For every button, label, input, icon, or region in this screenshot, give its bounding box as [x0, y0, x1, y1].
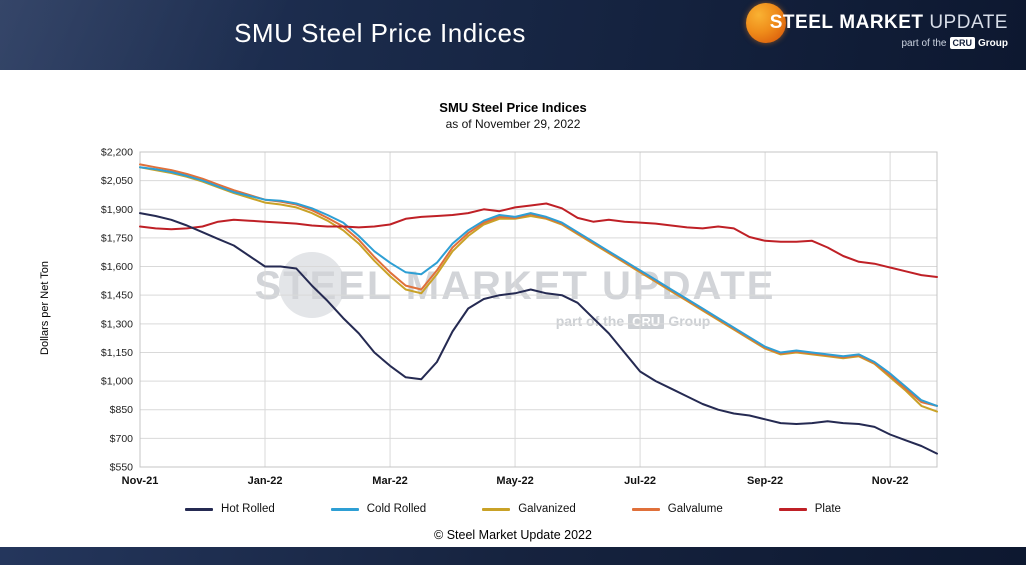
- legend-swatch-icon: [330, 507, 359, 511]
- svg-text:$1,000: $1,000: [101, 376, 133, 388]
- svg-text:Sep-22: Sep-22: [747, 475, 783, 487]
- svg-text:$1,750: $1,750: [101, 232, 133, 244]
- footer-bar: [0, 547, 1026, 565]
- legend-item-galvanized: Galvanized: [482, 503, 576, 515]
- legend-item-cold-rolled: Cold Rolled: [330, 503, 427, 515]
- svg-text:$1,300: $1,300: [101, 318, 133, 330]
- svg-text:$1,150: $1,150: [101, 347, 133, 359]
- chart-title: SMU Steel Price Indices: [439, 100, 587, 115]
- header-bar: SMU Steel Price Indices STEEL MARKET UPD…: [0, 0, 1026, 70]
- legend-label: Cold Rolled: [366, 503, 427, 515]
- svg-text:Nov-21: Nov-21: [122, 475, 159, 487]
- series-line-hot-rolled: [139, 212, 938, 455]
- chart-subtitle: as of November 29, 2022: [445, 117, 581, 131]
- svg-text:Mar-22: Mar-22: [372, 475, 407, 487]
- svg-text:$1,450: $1,450: [101, 290, 133, 302]
- svg-text:$1,900: $1,900: [101, 204, 133, 216]
- legend-swatch-icon: [482, 507, 511, 511]
- svg-text:Nov-22: Nov-22: [872, 475, 909, 487]
- legend-label: Galvalume: [667, 503, 723, 515]
- legend-label: Plate: [814, 503, 841, 515]
- legend-swatch-icon: [631, 507, 660, 511]
- logo-update-text: UPDATE: [929, 12, 1008, 33]
- legend-swatch-icon: [778, 507, 807, 511]
- cru-badge: CRU: [949, 37, 975, 49]
- svg-text:$700: $700: [110, 433, 134, 445]
- y-axis-label: Dollars per Net Ton: [39, 261, 51, 355]
- svg-text:$1,600: $1,600: [101, 261, 133, 273]
- legend-item-plate: Plate: [778, 503, 841, 515]
- svg-text:$2,200: $2,200: [101, 147, 133, 159]
- chart-legend: Hot Rolled Cold Rolled Galvanized Galvalume…: [0, 503, 1026, 515]
- page-title: SMU Steel Price Indices: [234, 18, 526, 48]
- series-line-plate: [139, 202, 938, 278]
- logo-tagline-prefix: part of the: [901, 38, 947, 49]
- legend-item-hot-rolled: Hot Rolled: [185, 503, 275, 515]
- svg-text:Jul-22: Jul-22: [624, 475, 656, 487]
- logo-market-text: MARKET: [839, 12, 924, 33]
- svg-text:May-22: May-22: [496, 475, 533, 487]
- series-line-cold-rolled: [139, 166, 938, 407]
- smu-logo-wordmark: STEEL MARKET UPDATE: [745, 3, 1008, 43]
- legend-swatch-icon: [185, 507, 214, 511]
- smu-logo-orange-circle-icon: [745, 3, 786, 43]
- legend-label: Galvanized: [518, 503, 576, 515]
- copyright-text: © Steel Market Update 2022: [434, 528, 592, 542]
- smu-logo: STEEL MARKET UPDATE part of the CRU Group: [745, 3, 1008, 49]
- plot-svg: $550 $700 $850 $1,000 $1,150 $1,300 $1,450 $1,6…: [101, 147, 938, 487]
- svg-text:$850: $850: [110, 404, 134, 416]
- logo-tagline-suffix: Group: [978, 38, 1008, 49]
- legend-item-galvalume: Galvalume: [631, 503, 723, 515]
- svg-text:$2,050: $2,050: [101, 175, 133, 187]
- svg-text:Jan-22: Jan-22: [248, 475, 283, 487]
- svg-text:$550: $550: [110, 462, 134, 474]
- logo-steel-text: STEEL: [769, 12, 834, 33]
- logo-tagline: part of the CRU Group: [760, 37, 1008, 49]
- legend-label: Hot Rolled: [221, 503, 275, 515]
